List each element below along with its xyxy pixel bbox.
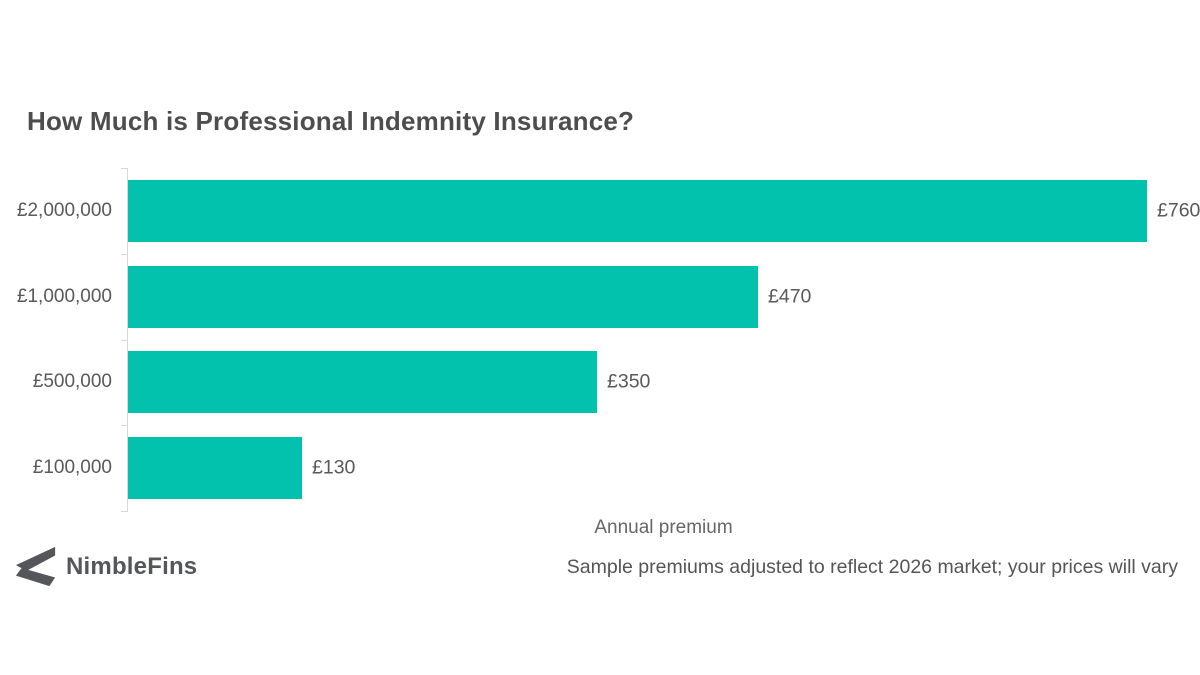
chart-title: How Much is Professional Indemnity Insur…: [27, 106, 635, 136]
bar-100000: [128, 437, 302, 499]
bar-1000000: [128, 266, 758, 328]
axis-tick: [121, 254, 128, 255]
x-axis-title: Annual premium: [594, 517, 733, 538]
y-axis-category-labels: £2,000,000 £1,000,000 £500,000 £100,000: [0, 168, 112, 511]
bar-2000000: [128, 180, 1147, 242]
brand-name: NimbleFins: [66, 553, 198, 580]
bar-value-label: £760: [1157, 199, 1200, 222]
bar-value-label: £130: [312, 456, 356, 479]
bar-value-label: £350: [607, 370, 651, 393]
axis-tick: [121, 425, 128, 426]
plot-area: £760 £470 £350 £130: [121, 168, 1200, 512]
axis-tick: [121, 340, 128, 341]
bar-value-label: £470: [768, 285, 812, 308]
nimblefins-logo-icon: [15, 546, 56, 587]
category-label: £500,000: [32, 371, 112, 392]
footer-note: Sample premiums adjusted to reflect 2026…: [566, 556, 1178, 578]
axis-tick: [121, 511, 128, 512]
brand-logo: NimbleFins: [14, 546, 197, 588]
category-label: £100,000: [32, 457, 112, 478]
category-label: £1,000,000: [16, 286, 112, 307]
category-label: £2,000,000: [16, 200, 112, 221]
axis-tick: [121, 168, 128, 169]
bar-500000: [128, 351, 597, 413]
